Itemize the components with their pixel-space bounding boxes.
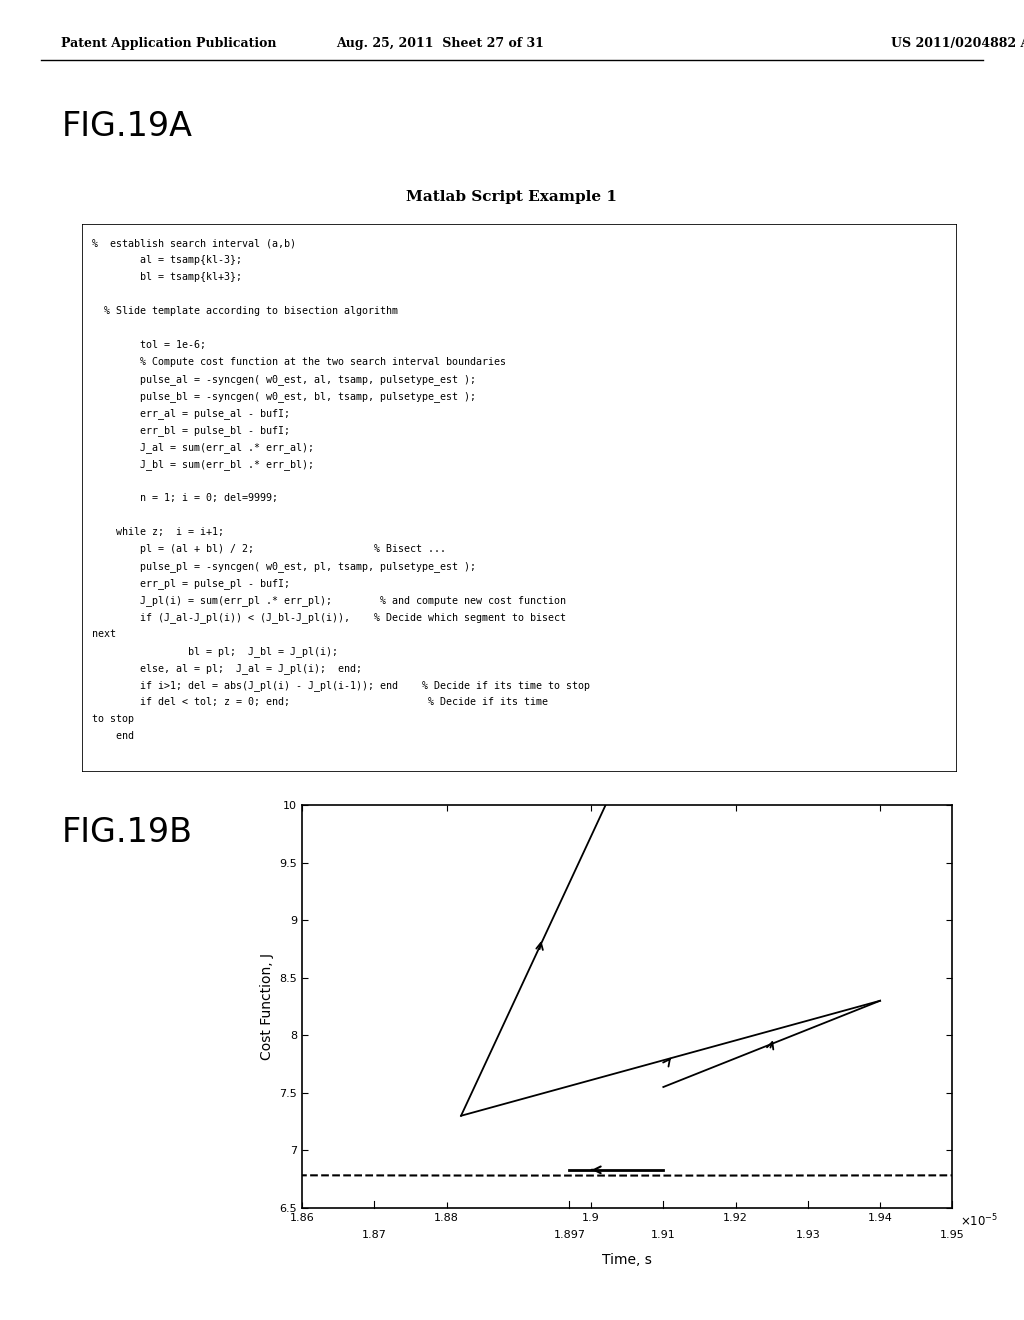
Text: tol = 1e-6;: tol = 1e-6;: [92, 341, 207, 350]
Text: bl = pl;  J_bl = J_pl(i);: bl = pl; J_bl = J_pl(i);: [92, 645, 338, 656]
Text: 1.95: 1.95: [940, 1230, 965, 1239]
Text: to stop: to stop: [92, 714, 134, 723]
Text: US 2011/0204882 A1: US 2011/0204882 A1: [891, 37, 1024, 50]
Text: pl = (al + bl) / 2;                    % Bisect ...: pl = (al + bl) / 2; % Bisect ...: [92, 544, 446, 554]
Text: FIG.19B: FIG.19B: [61, 816, 193, 850]
Text: n = 1; i = 0; del=9999;: n = 1; i = 0; del=9999;: [92, 492, 279, 503]
Text: bl = tsamp{kl+3};: bl = tsamp{kl+3};: [92, 272, 243, 282]
Text: else, al = pl;  J_al = J_pl(i);  end;: else, al = pl; J_al = J_pl(i); end;: [92, 663, 362, 673]
Text: 1.897: 1.897: [553, 1230, 586, 1239]
Text: pulse_al = -syncgen( w0_est, al, tsamp, pulsetype_est );: pulse_al = -syncgen( w0_est, al, tsamp, …: [92, 374, 476, 385]
Text: err_pl = pulse_pl - bufI;: err_pl = pulse_pl - bufI;: [92, 578, 291, 589]
Text: %  establish search interval (a,b): % establish search interval (a,b): [92, 238, 296, 248]
Text: J_al = sum(err_al .* err_al);: J_al = sum(err_al .* err_al);: [92, 442, 314, 453]
Text: err_bl = pulse_bl - bufI;: err_bl = pulse_bl - bufI;: [92, 425, 291, 436]
Text: end: end: [92, 730, 134, 741]
Text: J_bl = sum(err_bl .* err_bl);: J_bl = sum(err_bl .* err_bl);: [92, 459, 314, 470]
Text: al = tsamp{kl-3};: al = tsamp{kl-3};: [92, 255, 243, 265]
Text: J_pl(i) = sum(err_pl .* err_pl);        % and compute new cost function: J_pl(i) = sum(err_pl .* err_pl); % and c…: [92, 595, 566, 606]
Text: if i>1; del = abs(J_pl(i) - J_pl(i-1)); end    % Decide if its time to stop: if i>1; del = abs(J_pl(i) - J_pl(i-1)); …: [92, 680, 591, 690]
X-axis label: Time, s: Time, s: [602, 1253, 652, 1267]
Text: Matlab Script Example 1: Matlab Script Example 1: [407, 190, 617, 203]
Text: Patent Application Publication: Patent Application Publication: [61, 37, 276, 50]
Text: if (J_al-J_pl(i)) < (J_bl-J_pl(i)),    % Decide which segment to bisect: if (J_al-J_pl(i)) < (J_bl-J_pl(i)), % De…: [92, 611, 566, 623]
Text: 1.91: 1.91: [651, 1230, 676, 1239]
Text: Aug. 25, 2011  Sheet 27 of 31: Aug. 25, 2011 Sheet 27 of 31: [336, 37, 545, 50]
Text: 1.93: 1.93: [796, 1230, 820, 1239]
Y-axis label: Cost Function, J: Cost Function, J: [260, 953, 273, 1060]
Text: if del < tol; z = 0; end;                       % Decide if its time: if del < tol; z = 0; end; % Decide if it…: [92, 697, 549, 706]
Text: while z;  i = i+1;: while z; i = i+1;: [92, 527, 224, 537]
Text: next: next: [92, 628, 117, 639]
Text: pulse_pl = -syncgen( w0_est, pl, tsamp, pulsetype_est );: pulse_pl = -syncgen( w0_est, pl, tsamp, …: [92, 561, 476, 572]
Text: $\times10^{-5}$: $\times10^{-5}$: [959, 1212, 997, 1229]
Text: err_al = pulse_al - bufI;: err_al = pulse_al - bufI;: [92, 408, 291, 418]
Text: 1.87: 1.87: [361, 1230, 387, 1239]
Text: % Compute cost function at the two search interval boundaries: % Compute cost function at the two searc…: [92, 356, 507, 367]
Text: pulse_bl = -syncgen( w0_est, bl, tsamp, pulsetype_est );: pulse_bl = -syncgen( w0_est, bl, tsamp, …: [92, 391, 476, 401]
Text: FIG.19A: FIG.19A: [61, 111, 193, 144]
Text: % Slide template according to bisection algorithm: % Slide template according to bisection …: [92, 306, 398, 315]
